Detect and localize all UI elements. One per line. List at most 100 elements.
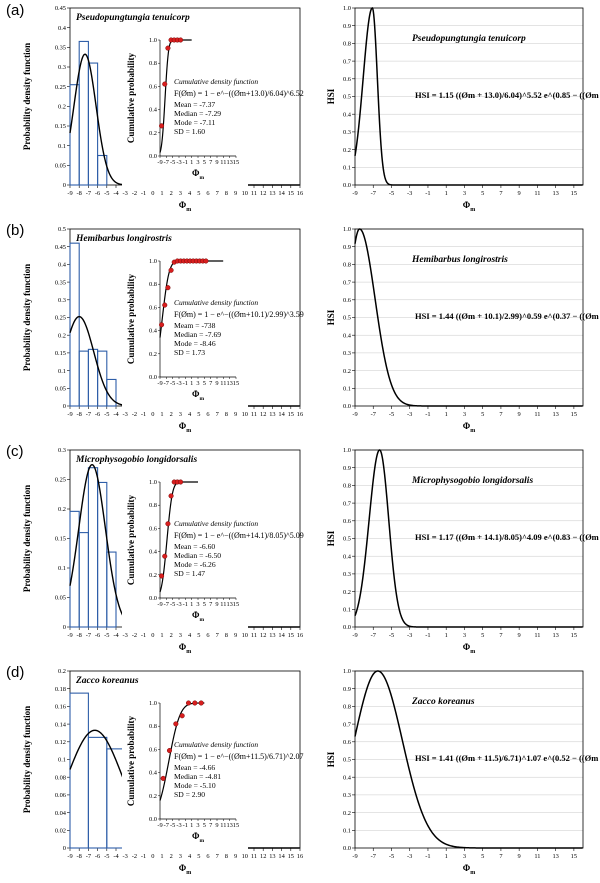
cdf-xtick-label: -5 [170, 601, 175, 608]
pdf-xtick-label: 10 [242, 411, 248, 418]
pdf-ytick-label: 0.12 [55, 739, 66, 746]
cdf-x-axis-title: Φm [192, 610, 204, 623]
hsi-equation: HSI = 1.44 ((Øm + 10.1)/2.99)^0.59 e^(0.… [415, 311, 600, 321]
cdf-ytick-label: 0.8 [149, 60, 157, 67]
pdf-xtick-label: -9 [67, 190, 72, 197]
cdf-stat-line: SD = 1.60 [174, 127, 205, 136]
pdf-xtick-label: 1 [160, 632, 163, 639]
pdf-xtick-label: 8 [225, 853, 228, 860]
hsi-xtick-label: -1 [425, 411, 430, 418]
hsi-equation: HSI = 1.41 ((Øm + 11.5)/6.71)^1.07 e^(0.… [415, 753, 600, 763]
pdf-xtick-label: 12 [260, 190, 266, 197]
pdf-xtick-label: 15 [288, 190, 294, 197]
cdf-xtick-label: 7 [209, 601, 213, 608]
cdf-xtick-label: 1 [190, 159, 193, 166]
hsi-xtick-label: -5 [389, 853, 394, 860]
cdf-data-point [165, 45, 171, 51]
hsi-xtick-label: 15 [571, 190, 577, 197]
pdf-xtick-label: 13 [269, 632, 275, 639]
pdf-xtick-label: 8 [225, 411, 228, 418]
hsi-curve [354, 228, 583, 407]
hsi-xtick-label: 15 [571, 853, 577, 860]
cdf-xtick-label: -5 [170, 159, 175, 166]
hsi-ytick-label: 0.8 [343, 704, 351, 711]
hsi-ytick-label: 0.5 [343, 94, 351, 101]
hsi-x-axis-title: Φm [463, 200, 475, 213]
histogram-bar [87, 62, 99, 186]
pdf-xtick-label: 16 [297, 853, 303, 860]
pdf-ytick-label: 0.3 [58, 447, 66, 454]
hsi-xtick-label: 7 [499, 411, 503, 418]
hsi-ytick-label: 0.0 [343, 624, 351, 631]
hsi-xtick-label: 11 [534, 411, 540, 418]
histogram-bar [69, 242, 80, 407]
hsi-xtick-label: 1 [445, 853, 448, 860]
hsi-ytick-label: 0.8 [343, 41, 351, 48]
pdf-xtick-label: 4 [188, 632, 192, 639]
hsi-xtick-label: 7 [499, 632, 503, 639]
cdf-ytick-label: 0.0 [149, 595, 157, 602]
cdf-ytick-label: 0.2 [149, 793, 157, 800]
hsi-y-axis-title: HSI [326, 88, 336, 104]
hsi-xtick-label: -9 [352, 632, 357, 639]
pdf-x-axis-title: Φm [179, 200, 191, 213]
cdf-xtick-label: 1 [190, 601, 193, 608]
pdf-xtick-label: -4 [113, 411, 119, 418]
pdf-species-title: Hemibarbus longirostris [75, 234, 172, 244]
cdf-ytick-label: 0.4 [149, 549, 158, 556]
cdf-data-point [173, 721, 179, 727]
pdf-xtick-label: 5 [197, 411, 200, 418]
pdf-ytick-label: 0.4 [58, 262, 67, 269]
pdf-xtick-label: 2 [170, 411, 173, 418]
hsi-equation: HSI = 1.17 ((Øm + 14.1)/8.05)^4.09 e^(0.… [415, 532, 600, 542]
hsi-xtick-label: -5 [389, 411, 394, 418]
cdf-xtick-label: 9 [215, 601, 218, 608]
cdf-stat-line: Mode = -5.10 [174, 781, 216, 790]
hsi-species-title: Pseudopungtungia tenuicorp [412, 34, 526, 44]
cdf-xtick-label: 11 [220, 601, 226, 608]
hsi-ytick-label: 0.6 [343, 739, 351, 746]
pdf-xtick-label: 9 [234, 853, 237, 860]
cdf-stat-line: Mode = -7.11 [174, 118, 216, 127]
hsi-ytick-label: 0.4 [343, 553, 352, 560]
cdf-ytick-label: 0.8 [149, 281, 157, 288]
hsi-ytick-label: 0.4 [343, 774, 352, 781]
cdf-stat-line: Meam = -738 [174, 321, 216, 330]
histogram-bar [69, 510, 80, 628]
cdf-data-point [168, 493, 174, 499]
pdf-xtick-label: 14 [278, 632, 285, 639]
histogram-bar [87, 467, 99, 628]
hsi-ytick-label: 0.7 [343, 721, 352, 728]
pdf-xtick-label: -8 [77, 411, 82, 418]
pdf-xtick-label: -6 [95, 190, 100, 197]
cdf-xtick-label: -9 [157, 380, 162, 387]
cdf-y-axis-title: Cumulative probability [126, 273, 136, 364]
cdf-ytick-label: 1.0 [149, 700, 157, 707]
pdf-y-axis-title: Probability density function [22, 706, 32, 813]
cdf-xtick-label: -1 [183, 601, 188, 608]
pdf-xtick-label: 5 [197, 190, 200, 197]
hsi-ytick-label: 0.6 [343, 297, 351, 304]
cdf-title-label: Cumulative density function [174, 519, 258, 528]
pdf-xtick-label: -8 [77, 853, 82, 860]
cdf-xtick-label: 11 [220, 159, 226, 166]
hsi-xtick-label: -3 [407, 411, 412, 418]
pdf-xtick-label: 0 [151, 190, 154, 197]
cdf-title-label: Cumulative density function [174, 740, 258, 749]
cdf-xtick-label: -1 [183, 822, 188, 829]
hsi-xtick-label: 11 [534, 190, 540, 197]
pdf-xtick-label: 10 [242, 853, 248, 860]
pdf-xtick-label: 13 [269, 853, 275, 860]
hsi-ytick-label: 0.3 [343, 129, 351, 136]
hsi-xtick-label: 9 [518, 411, 521, 418]
cdf-xtick-label: 7 [209, 380, 213, 387]
cdf-data-point [165, 285, 171, 291]
pdf-xtick-label: 12 [260, 632, 266, 639]
cdf-data-point [185, 700, 192, 706]
cdf-data-point [198, 700, 204, 706]
hsi-ytick-label: 0.2 [343, 368, 351, 375]
pdf-xtick-label: 12 [260, 853, 266, 860]
cdf-data-point [162, 81, 168, 87]
pdf-xtick-label: 10 [242, 190, 248, 197]
pdf-ytick-label: 0.18 [55, 686, 66, 693]
